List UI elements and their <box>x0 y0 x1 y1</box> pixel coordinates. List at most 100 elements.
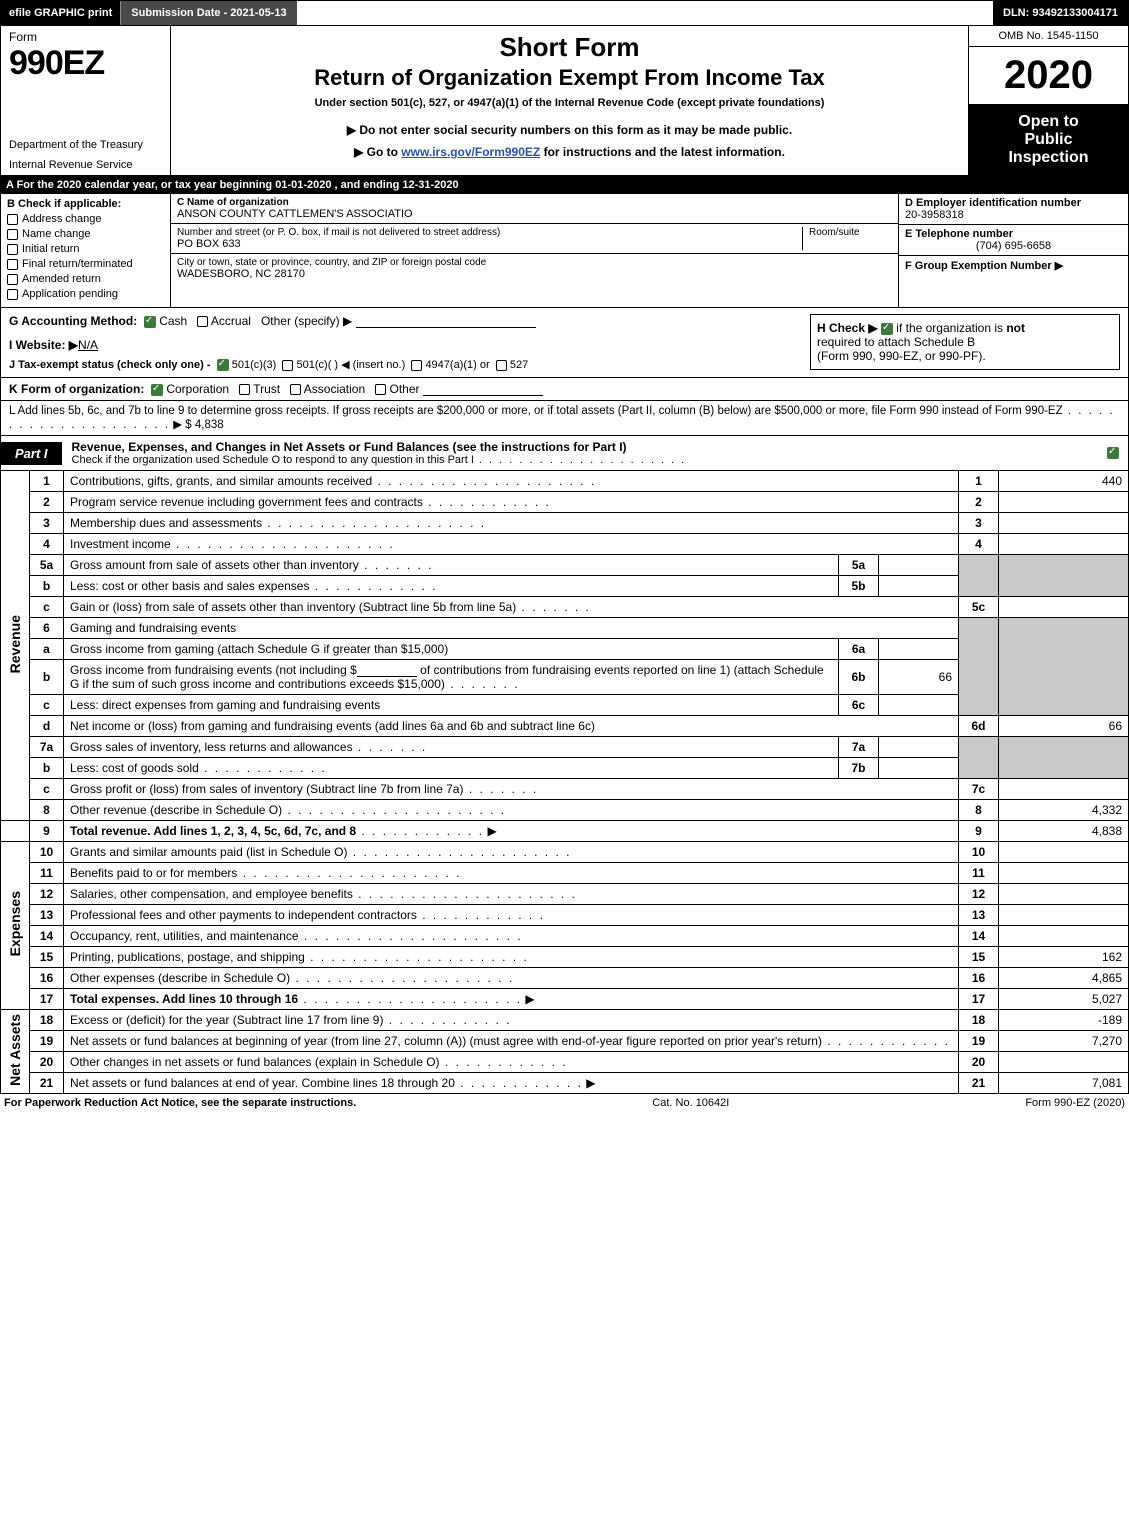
part-i-title: Revenue, Expenses, and Changes in Net As… <box>62 436 1098 470</box>
dots-icon <box>347 845 571 859</box>
checkbox-icon[interactable] <box>239 384 250 395</box>
phone-value: (704) 695-6658 <box>905 240 1122 252</box>
k-other: Other <box>390 382 420 396</box>
website-value: N/A <box>78 338 98 352</box>
code: 11 <box>959 863 999 884</box>
desc-text: Membership dues and assessments <box>70 516 262 530</box>
checkbox-checked-icon[interactable] <box>1107 447 1119 459</box>
checkbox-checked-icon[interactable] <box>217 359 229 371</box>
ln: 4 <box>30 534 64 555</box>
checkbox-icon[interactable] <box>375 384 386 395</box>
code: 6d <box>959 716 999 737</box>
checkbox-icon[interactable] <box>411 360 422 371</box>
desc-text: Program service revenue including govern… <box>70 495 423 509</box>
code: 12 <box>959 884 999 905</box>
amount <box>999 597 1129 618</box>
ln: 8 <box>30 800 64 821</box>
desc-text: Net assets or fund balances at end of ye… <box>70 1076 455 1090</box>
grey-cell <box>959 555 999 597</box>
header-right: OMB No. 1545-1150 2020 Open to Public In… <box>968 26 1128 175</box>
ln: a <box>30 639 64 660</box>
sub-val <box>879 737 959 758</box>
sub-val <box>879 695 959 716</box>
col-b-header: B Check if applicable: <box>7 198 164 210</box>
desc: Gross income from fundraising events (no… <box>64 660 839 695</box>
checkbox-icon[interactable] <box>7 229 18 240</box>
sub-val <box>879 576 959 597</box>
section-ghij: G Accounting Method: Cash Accrual Other … <box>0 308 1129 378</box>
desc-text: Salaries, other compensation, and employ… <box>70 887 353 901</box>
open-line3: Inspection <box>973 149 1124 167</box>
sub-code: 7b <box>839 758 879 779</box>
code: 13 <box>959 905 999 926</box>
code: 19 <box>959 1031 999 1052</box>
amount <box>999 534 1129 555</box>
desc: Less: cost or other basis and sales expe… <box>64 576 839 597</box>
ln: b <box>30 758 64 779</box>
desc: Other changes in net assets or fund bala… <box>64 1052 959 1073</box>
short-form-title: Short Form <box>181 32 958 63</box>
dept-irs: Internal Revenue Service <box>9 159 162 171</box>
room-label: Room/suite <box>809 227 892 238</box>
line-5c: c Gain or (loss) from sale of assets oth… <box>1 597 1129 618</box>
checkbox-icon[interactable] <box>7 274 18 285</box>
desc-text: Gross amount from sale of assets other t… <box>70 558 359 572</box>
line-9: 9 Total revenue. Add lines 1, 2, 3, 4, 5… <box>1 821 1129 842</box>
desc-text: Gain or (loss) from sale of assets other… <box>70 600 516 614</box>
checkbox-icon[interactable] <box>7 289 18 300</box>
desc-text: Other expenses (describe in Schedule O) <box>70 971 290 985</box>
other-specify-field[interactable] <box>356 314 536 328</box>
sub-code: 6a <box>839 639 879 660</box>
checkbox-checked-icon[interactable] <box>151 384 163 396</box>
checkbox-icon[interactable] <box>7 244 18 255</box>
checkbox-checked-icon[interactable] <box>144 316 156 328</box>
dots-icon <box>262 516 486 530</box>
sub-code: 5a <box>839 555 879 576</box>
desc: Contributions, gifts, grants, and simila… <box>64 471 959 492</box>
desc: Net assets or fund balances at beginning… <box>64 1031 959 1052</box>
checkbox-checked-icon[interactable] <box>881 323 893 335</box>
code: 4 <box>959 534 999 555</box>
netassets-rot: Net Assets <box>7 1014 23 1086</box>
dots-icon <box>356 824 484 838</box>
desc-text: Gross sales of inventory, less returns a… <box>70 740 353 754</box>
checkbox-icon[interactable] <box>496 360 507 371</box>
f-label: F Group Exemption Number ▶ <box>905 260 1063 272</box>
amount: 162 <box>999 947 1129 968</box>
ln: 10 <box>30 842 64 863</box>
desc: Gross sales of inventory, less returns a… <box>64 737 839 758</box>
chk-label: Initial return <box>22 243 79 255</box>
checkbox-icon[interactable] <box>290 384 301 395</box>
amount <box>999 513 1129 534</box>
line-6: 6 Gaming and fundraising events <box>1 618 1129 639</box>
efile-label[interactable]: efile GRAPHIC print <box>1 1 120 25</box>
chk-application-pending: Application pending <box>7 288 164 300</box>
line-19: 19 Net assets or fund balances at beginn… <box>1 1031 1129 1052</box>
chk-label: Application pending <box>22 288 118 300</box>
ln: 17 <box>30 989 64 1010</box>
dots-icon <box>423 495 551 509</box>
checkbox-icon[interactable] <box>282 360 293 371</box>
footer-left: For Paperwork Reduction Act Notice, see … <box>4 1097 356 1109</box>
expenses-sidelabel: Expenses <box>1 842 30 1010</box>
footer-right: Form 990-EZ (2020) <box>1025 1097 1125 1109</box>
org-name-row: C Name of organization ANSON COUNTY CATT… <box>171 194 898 224</box>
k-corp: Corporation <box>166 382 229 396</box>
irs-link[interactable]: www.irs.gov/Form990EZ <box>401 145 540 159</box>
city-value: WADESBORO, NC 28170 <box>177 268 892 280</box>
header-center: Short Form Return of Organization Exempt… <box>171 26 968 175</box>
desc: Occupancy, rent, utilities, and maintena… <box>64 926 959 947</box>
line-14: 14 Occupancy, rent, utilities, and maint… <box>1 926 1129 947</box>
line-8: 8 Other revenue (describe in Schedule O)… <box>1 800 1129 821</box>
checkbox-icon[interactable] <box>7 214 18 225</box>
contrib-amount-field[interactable] <box>357 663 417 677</box>
blank-side <box>1 821 30 842</box>
amount <box>999 905 1129 926</box>
checkbox-icon[interactable] <box>197 316 208 327</box>
h-label: H Check ▶ <box>817 321 878 335</box>
k-other-field[interactable] <box>423 382 543 396</box>
j2: 501(c)( ) ◀ (insert no.) <box>297 359 406 371</box>
checkbox-icon[interactable] <box>7 259 18 270</box>
subtitle: Under section 501(c), 527, or 4947(a)(1)… <box>181 97 958 109</box>
ln: 9 <box>30 821 64 842</box>
